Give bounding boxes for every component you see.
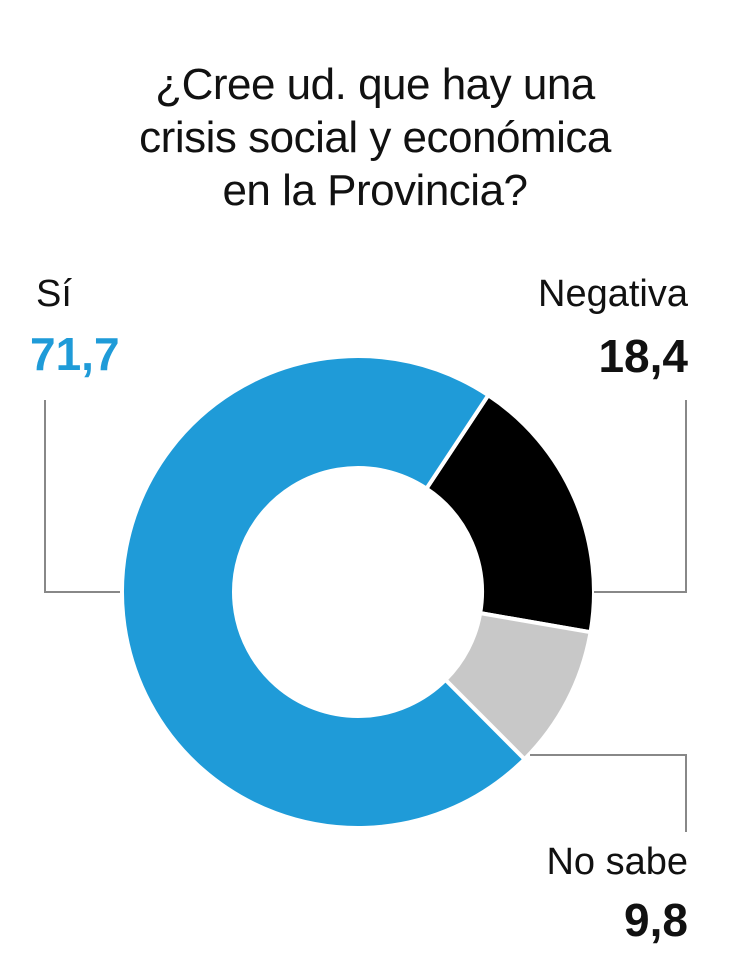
leader-line-si [44, 400, 120, 593]
label-no-sabe-value: 9,8 [624, 894, 688, 946]
chart-title: ¿Cree ud. que hay una crisis social y ec… [0, 58, 750, 217]
label-no-sabe-name: No sabe [546, 841, 688, 883]
chart-title-line-3: en la Provincia? [222, 166, 528, 215]
leader-line-no-sabe [530, 754, 687, 832]
donut-slice-si [120, 354, 528, 830]
label-si-value: 71,7 [30, 328, 120, 380]
label-negativa-name: Negativa [538, 273, 688, 315]
donut-slice-negativa [423, 392, 596, 635]
chart-title-line-1: ¿Cree ud. que hay una [155, 60, 595, 109]
label-negativa-value: 18,4 [598, 330, 688, 382]
leader-line-negativa [594, 400, 687, 593]
donut-slices [120, 354, 596, 830]
leader-lines [44, 400, 687, 832]
label-si-name: Sí [36, 273, 72, 315]
chart-title-line-2: crisis social y económica [139, 113, 611, 162]
